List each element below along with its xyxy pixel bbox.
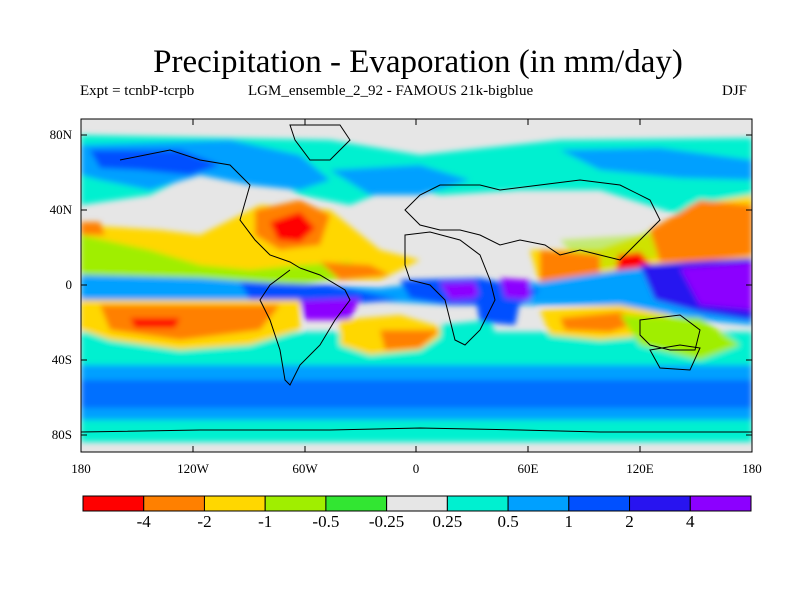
lat-label-80s: 80S	[51, 427, 72, 442]
lon-label-120e: 120E	[626, 461, 654, 476]
lon-label-120w: 120W	[177, 461, 209, 476]
colorbar-box	[507, 495, 570, 512]
colorbar-label: 0.5	[497, 512, 519, 531]
lat-label-40s: 40S	[51, 352, 72, 367]
map-title: Precipitation - Evaporation (in mm/day)	[153, 44, 683, 80]
colorbar-box	[446, 495, 509, 512]
experiment-label: Expt = tcnbP-tcrpb	[80, 83, 195, 99]
lon-label-60w: 60W	[292, 461, 318, 476]
lon-label-0: 0	[412, 461, 420, 476]
colorbar-box	[386, 495, 448, 512]
lat-label-0: 0	[65, 277, 73, 292]
colorbar-label: -2	[197, 512, 212, 531]
colorbar	[82, 495, 752, 512]
colorbar-label: 4	[686, 512, 695, 531]
model-label: LGM_ensemble_2_92 - FAMOUS 21k-bigblue	[248, 83, 534, 99]
colorbar-label: -0.25	[368, 512, 405, 531]
colorbar-box	[629, 495, 691, 512]
lon-label-60e: 60E	[517, 461, 539, 476]
colorbar-label: -0.5	[312, 512, 340, 531]
colorbar-label: -1	[258, 512, 273, 531]
colorbar-box	[143, 495, 205, 512]
colorbar-label: 2	[625, 512, 634, 531]
field-layer	[81, 119, 752, 452]
lon-label-180w: 180	[71, 461, 91, 476]
colorbar-box	[203, 495, 266, 512]
lat-label-40n: 40N	[49, 202, 72, 217]
coastlines	[81, 124, 752, 433]
colorbar-box	[689, 495, 752, 512]
colorbar-box	[264, 495, 327, 512]
colorbar-box	[82, 495, 145, 512]
colorbar-label: 1	[564, 512, 574, 531]
colorbar-box	[325, 495, 388, 512]
axis-ticks	[80, 119, 753, 452]
lon-label-180e: 180	[742, 461, 762, 476]
colorbar-box	[568, 495, 631, 512]
colorbar-label: 0.25	[432, 512, 463, 531]
lat-label-80n: 80N	[49, 127, 72, 142]
season-label: DJF	[722, 83, 748, 99]
colorbar-label: -4	[136, 512, 151, 531]
